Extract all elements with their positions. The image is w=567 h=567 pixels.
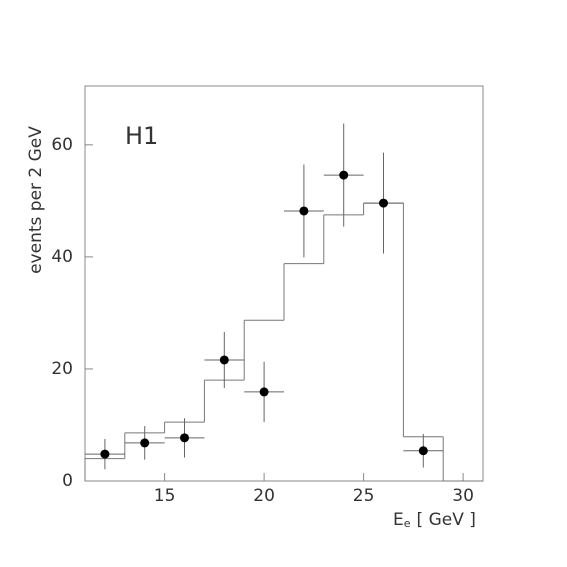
y-tick-label: 0 <box>62 471 73 491</box>
x-axis-label: Ee [ GeV ] <box>393 510 476 530</box>
data-point <box>259 387 269 397</box>
x-tick-label: 15 <box>154 486 176 506</box>
x-axis-label-main: E <box>393 510 404 530</box>
data-point <box>219 355 229 365</box>
x-tick-label: 30 <box>452 486 474 506</box>
data-point <box>379 198 388 208</box>
y-tick-label: 20 <box>51 359 73 379</box>
data-point <box>140 438 150 448</box>
x-tick-label: 25 <box>353 486 375 506</box>
x-tick-label: 20 <box>253 486 275 506</box>
annotation: H1 <box>125 122 158 150</box>
data-point <box>299 206 309 216</box>
y-tick-label: 40 <box>51 247 73 267</box>
data-point <box>339 170 349 180</box>
plot-frame <box>84 85 484 482</box>
y-tick-label: 60 <box>51 135 73 155</box>
x-axis-label-sub: e <box>404 517 411 530</box>
data-point <box>100 449 110 459</box>
x-axis-label-unit: [ GeV ] <box>417 510 476 530</box>
y-axis-label: events per 2 GeV <box>26 126 46 274</box>
data-point <box>180 433 189 443</box>
data-point <box>418 446 428 456</box>
